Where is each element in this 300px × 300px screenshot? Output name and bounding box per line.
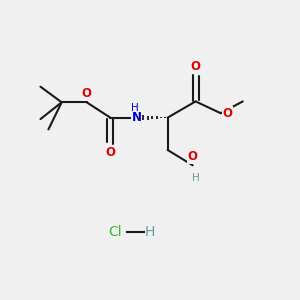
Text: O: O	[105, 146, 115, 159]
Text: O: O	[190, 60, 201, 73]
Text: O: O	[188, 150, 198, 163]
Text: N: N	[132, 111, 142, 124]
Text: Cl: Cl	[108, 225, 122, 239]
Text: O: O	[82, 87, 92, 100]
Text: H: H	[192, 173, 200, 183]
Text: H: H	[145, 225, 155, 239]
Text: H: H	[130, 103, 138, 113]
Text: O: O	[222, 107, 232, 120]
